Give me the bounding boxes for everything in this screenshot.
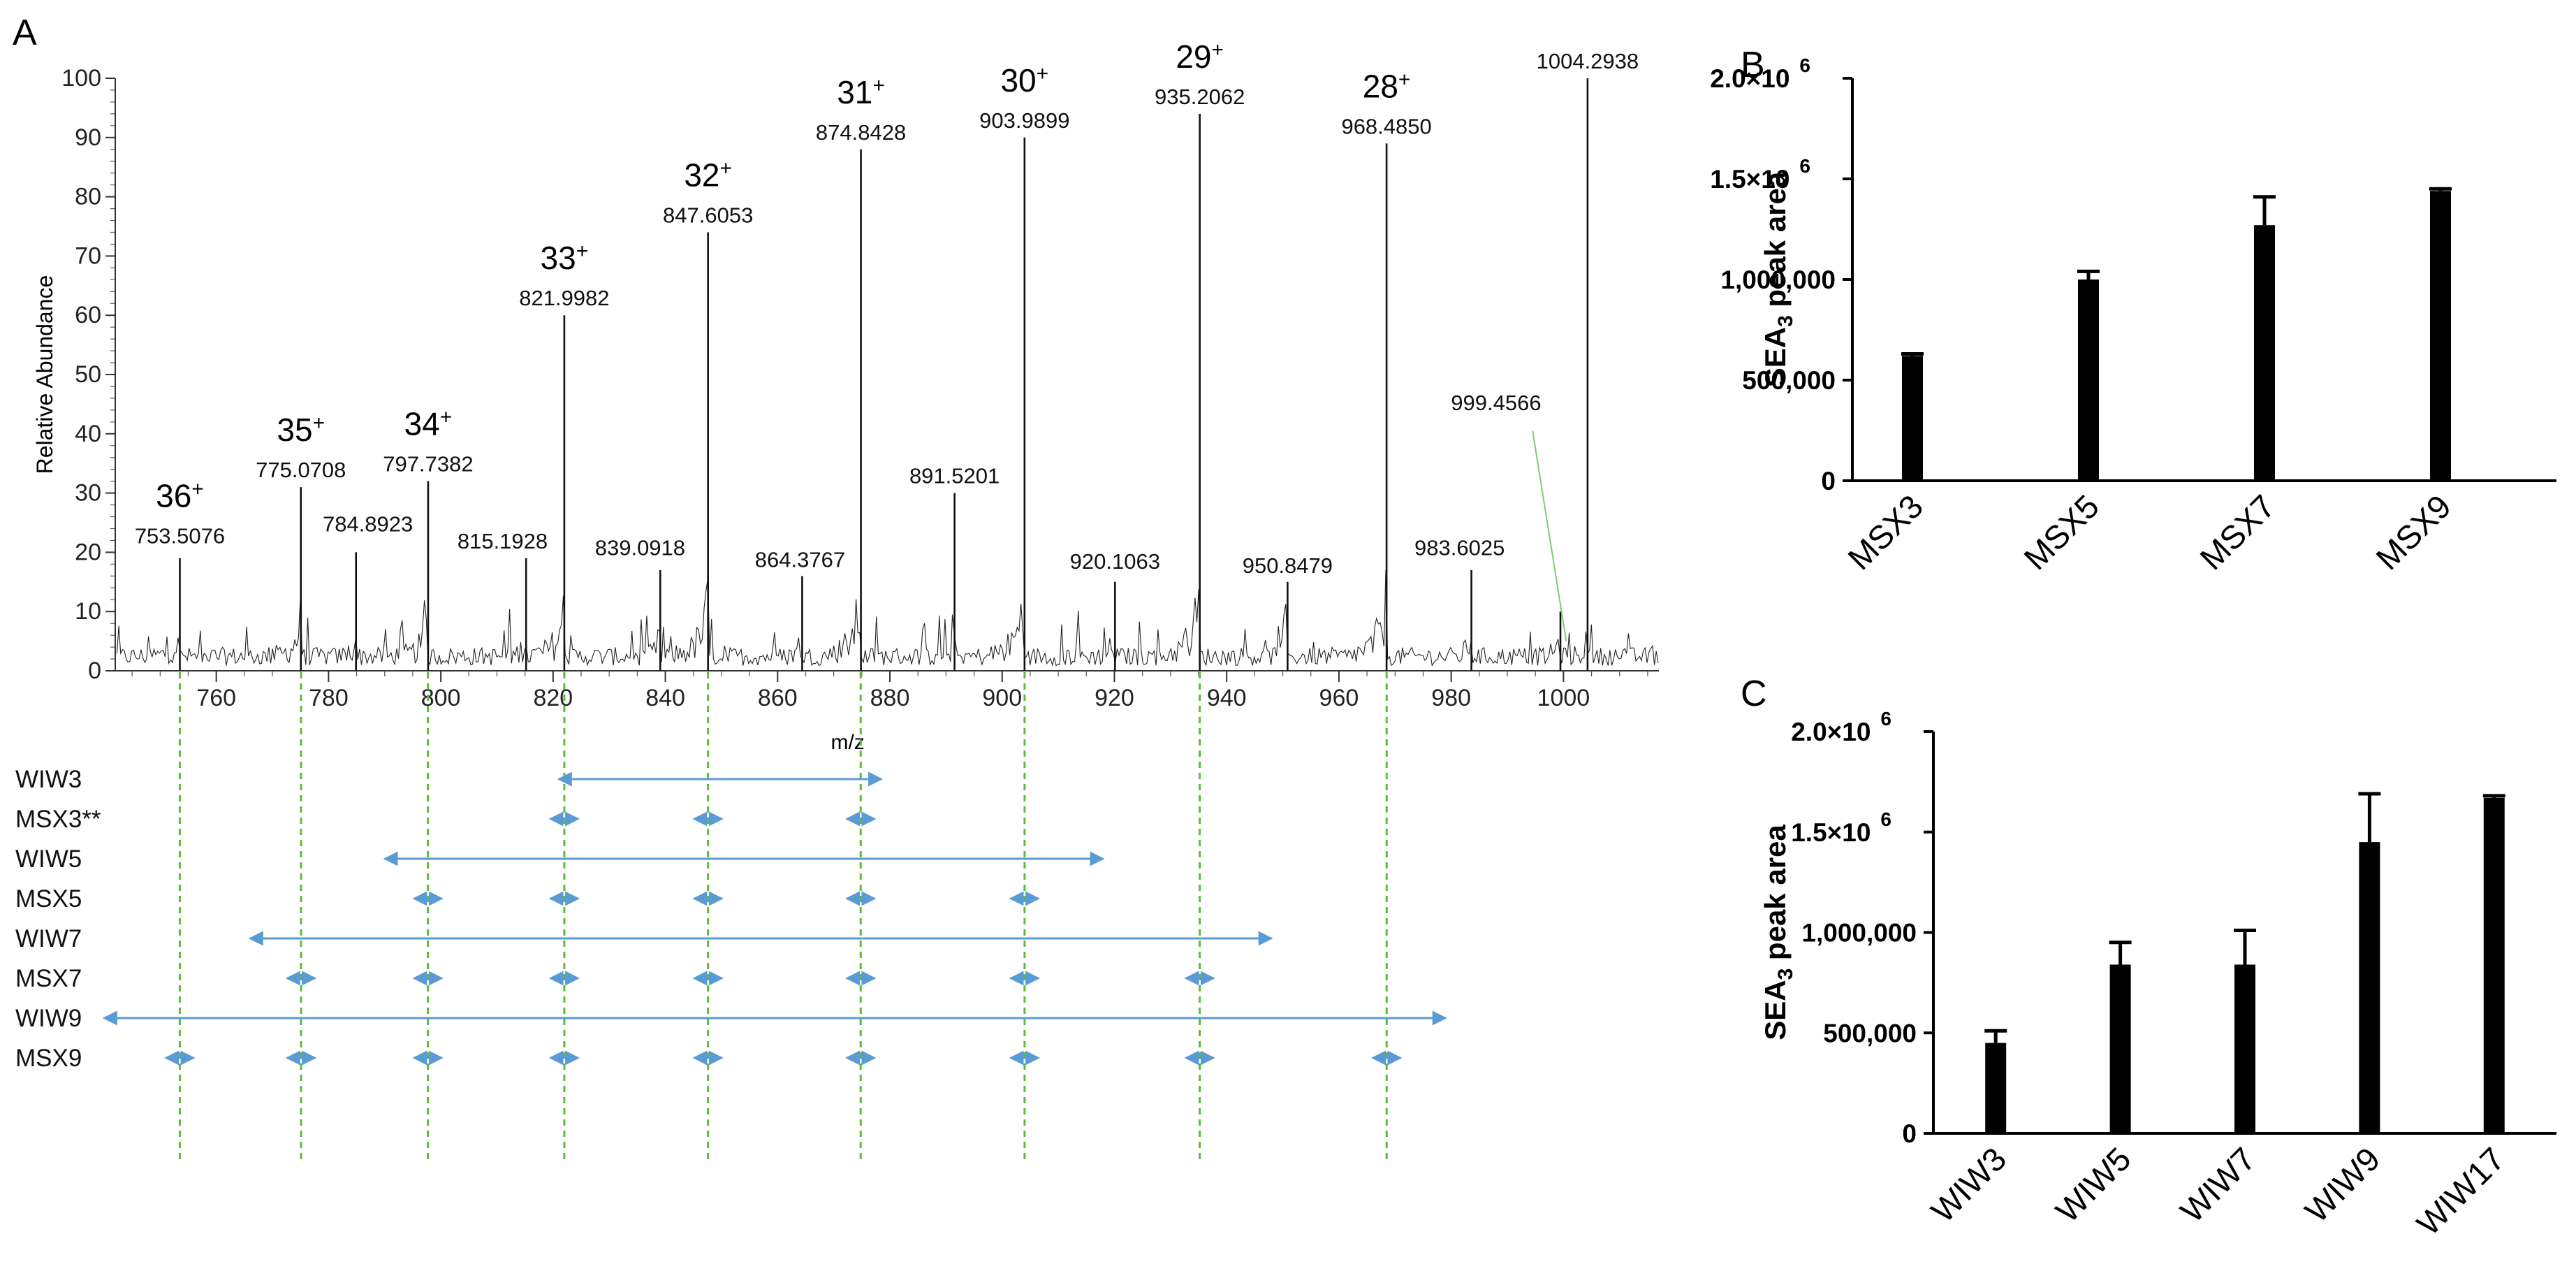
wiw-y-tick-label: 0	[1902, 1119, 1917, 1148]
ms-peak-label: 815.1928	[458, 529, 548, 553]
ms-charge-label: 30+	[1000, 62, 1048, 99]
wiw-y-tick-label: 1,000,000	[1801, 919, 1917, 947]
wiw-y-tick-label: 1.5×10 6	[1791, 808, 1891, 847]
msx-y-tick-label: 1,000,000	[1720, 266, 1836, 294]
ms-x-tick-label: 820	[533, 685, 573, 711]
ms-charge-label: 35+	[277, 412, 325, 448]
ms-y-tick-label: 20	[75, 539, 101, 565]
ms-x-tick-label: 940	[1207, 685, 1247, 711]
ms-charge-label: 33+	[541, 240, 589, 276]
ms-x-tick-label: 900	[982, 685, 1022, 711]
ms-y-tick-label: 0	[88, 658, 101, 684]
ms-charge-label: 36+	[156, 478, 204, 514]
wiw-bar	[1985, 1043, 2007, 1133]
wiw-bar	[2359, 842, 2380, 1133]
ms-y-tick-label: 60	[75, 302, 101, 328]
ms-charge-label: 32+	[684, 157, 732, 193]
isolation-row-label: WIW3	[15, 766, 82, 793]
ms-peak-label: 968.4850	[1341, 114, 1431, 138]
isolation-row-label: WIW5	[15, 845, 82, 873]
ms-charge-label: 28+	[1363, 68, 1411, 104]
ms-y-tick-label: 30	[75, 480, 101, 507]
ms-peak-label: 950.8479	[1243, 553, 1333, 578]
isolation-row-label: MSX5	[15, 885, 82, 913]
panel-a-letter: A	[13, 13, 37, 53]
wiw-bar	[2483, 797, 2505, 1133]
msx-bar	[2254, 225, 2275, 481]
ms-peak-label: 821.9982	[519, 286, 609, 310]
ms-peak-label: 983.6025	[1414, 536, 1505, 560]
ms-peak-label: 935.2062	[1155, 85, 1245, 109]
msx-bar	[1902, 356, 1923, 481]
wiw-y-tick-label: 2.0×10 6	[1791, 708, 1891, 746]
ms-peak-label: 784.8923	[323, 512, 413, 537]
isolation-row-label: WIW7	[15, 925, 82, 952]
isolation-row-label: WIW9	[15, 1005, 82, 1032]
ms-x-tick-label: 780	[309, 685, 349, 711]
ms-x-tick-label: 980	[1431, 685, 1471, 711]
ms-y-tick-label: 90	[75, 124, 101, 151]
ms-x-tick-label: 860	[758, 685, 798, 711]
ms-peak-label: 797.7382	[383, 452, 473, 477]
ms-peak-label: 775.0708	[256, 458, 346, 482]
wiw-y-tick-label: 500,000	[1823, 1019, 1917, 1047]
msx-bar	[2078, 279, 2099, 481]
ms-peak-label: 920.1063	[1070, 549, 1160, 574]
ms-callout-line	[1532, 430, 1567, 641]
isolation-row-label: MSX3**	[15, 806, 101, 833]
isolation-row-label: MSX9	[15, 1045, 82, 1072]
ms-peak-label: 903.9899	[979, 108, 1069, 133]
ms-peak-label: 753.5076	[135, 524, 225, 549]
ms-x-axis-label: m/z	[830, 731, 864, 754]
ms-y-tick-label: 80	[75, 184, 101, 210]
panel-c-letter: C	[1741, 674, 1767, 714]
ms-y-axis-label: Relative Abundance	[32, 275, 57, 474]
msx-y-tick-label: 500,000	[1742, 366, 1836, 395]
msx-y-axis-label: SEA3 peak area	[1759, 171, 1797, 387]
msx-y-tick-label: 0	[1821, 467, 1836, 495]
ms-x-tick-label: 1000	[1537, 685, 1590, 711]
ms-peak-label: 874.8428	[816, 120, 906, 145]
wiw-bar	[2234, 964, 2255, 1133]
ms-peak-label: 891.5201	[909, 464, 1000, 488]
ms-y-tick-label: 10	[75, 598, 101, 625]
ms-peak-label: 864.3767	[755, 548, 845, 572]
ms-charge-label: 31+	[837, 74, 885, 110]
isolation-row-label: MSX7	[15, 965, 82, 992]
ms-x-tick-label: 760	[196, 685, 236, 711]
ms-charge-label: 29+	[1176, 38, 1224, 75]
ms-peak-label: 1004.2938	[1537, 49, 1639, 73]
msx-bar	[2430, 191, 2451, 481]
ms-noise-trace	[116, 569, 1659, 667]
ms-x-tick-label: 880	[870, 685, 910, 711]
ms-peak-label: 999.4566	[1451, 391, 1541, 415]
ms-y-tick-label: 40	[75, 421, 101, 447]
ms-x-tick-label: 920	[1095, 685, 1134, 711]
ms-charge-label: 34+	[404, 406, 453, 442]
panel-b-letter: B	[1741, 45, 1765, 85]
msx-y-tick-label: 2.0×10 6	[1710, 55, 1810, 93]
wiw-y-axis-label: SEA3 peak area	[1759, 825, 1797, 1040]
ms-y-tick-label: 70	[75, 242, 101, 269]
ms-y-tick-label: 50	[75, 361, 101, 388]
msx-y-tick-label: 1.5×10 6	[1710, 155, 1810, 194]
ms-peak-label: 847.6053	[663, 203, 753, 227]
ms-peak-label: 839.0918	[595, 536, 685, 560]
wiw-bar	[2109, 964, 2131, 1133]
ms-y-tick-label: 100	[61, 65, 101, 92]
ms-x-tick-label: 840	[645, 685, 685, 711]
ms-x-tick-label: 960	[1319, 685, 1359, 711]
